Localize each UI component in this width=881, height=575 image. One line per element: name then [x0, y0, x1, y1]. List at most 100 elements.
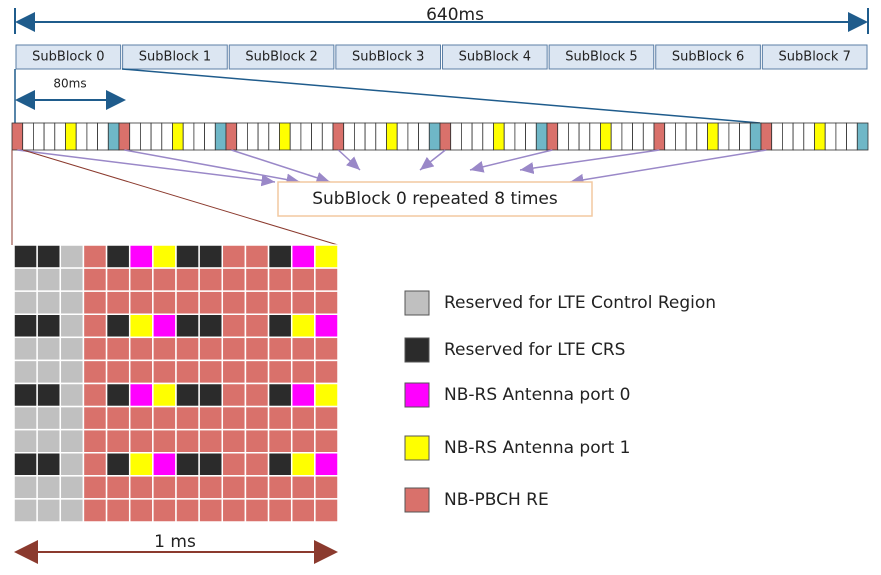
- resource-element: [198, 475, 224, 500]
- resource-element: [59, 336, 85, 362]
- subframe: [814, 122, 826, 151]
- subframe: [824, 122, 837, 151]
- resource-element: [175, 267, 200, 292]
- resource-element: [82, 267, 108, 292]
- subblock-box: [548, 44, 655, 70]
- subframe: [386, 122, 398, 151]
- subframe: [856, 122, 869, 151]
- resource-element: [244, 267, 270, 292]
- subframe: [493, 122, 505, 151]
- period-label: 80ms: [53, 77, 86, 91]
- resource-element: [36, 405, 62, 431]
- resource-element: [244, 382, 270, 408]
- subframe: [675, 122, 687, 151]
- resource-element: [198, 498, 224, 523]
- resource-element: [128, 359, 154, 385]
- resource-element: [105, 498, 131, 523]
- resource-element: [221, 428, 247, 454]
- resource-element: [13, 336, 38, 362]
- resource-element: [82, 313, 108, 339]
- resource-element: [128, 267, 154, 292]
- total-label: 640ms: [426, 5, 484, 25]
- resource-element: [267, 498, 293, 523]
- resource-element: [314, 405, 339, 431]
- subframe: [65, 122, 77, 151]
- resource-element: [267, 359, 293, 385]
- subframe: [289, 122, 302, 151]
- resource-element: [198, 359, 224, 385]
- resource-element: [221, 382, 247, 408]
- subframe: [460, 122, 473, 151]
- subframe: [568, 122, 580, 151]
- resource-element: [36, 336, 62, 362]
- resource-element: [314, 382, 339, 408]
- subframe: [749, 122, 762, 151]
- callout-arrow: [124, 149, 301, 186]
- subframe: [685, 122, 698, 151]
- subframe: [225, 122, 238, 151]
- resource-element: [175, 244, 200, 269]
- resource-element: [105, 405, 131, 431]
- legend: Reserved for LTE Control Region Reserved …: [404, 290, 716, 513]
- subframe: [792, 122, 805, 151]
- legend-label: Reserved for LTE Control Region: [444, 293, 716, 313]
- subframe: [589, 122, 601, 151]
- subframe: [268, 122, 280, 151]
- resource-element: [152, 498, 177, 523]
- resource-element: [36, 382, 62, 408]
- resource-grid: [13, 244, 339, 523]
- callout-arrows: [17, 149, 767, 187]
- resource-element: [290, 452, 316, 477]
- resource-element: [59, 290, 85, 315]
- resource-element: [314, 428, 339, 454]
- resource-element: [290, 382, 316, 408]
- subframe: [707, 122, 719, 151]
- resource-element: [244, 428, 270, 454]
- resource-element: [175, 452, 200, 477]
- resource-element: [82, 244, 108, 269]
- resource-element: [36, 498, 62, 523]
- callout-arrow: [337, 149, 361, 171]
- subframe: [43, 122, 56, 151]
- callout-arrow: [231, 149, 331, 184]
- resource-element: [105, 475, 131, 500]
- callout-arrow: [419, 149, 446, 171]
- resource-element: [198, 313, 224, 339]
- resource-element: [290, 359, 316, 385]
- subframe: [546, 122, 559, 151]
- resource-element: [36, 267, 62, 292]
- resource-element: [36, 244, 62, 269]
- resource-element: [290, 498, 316, 523]
- resource-element: [175, 290, 200, 315]
- resource-element: [221, 475, 247, 500]
- resource-element: [267, 290, 293, 315]
- resource-element: [221, 405, 247, 431]
- subframe: [246, 122, 259, 151]
- subframe: [600, 122, 612, 151]
- resource-element: [128, 475, 154, 500]
- resource-element: [36, 359, 62, 385]
- subframe: [214, 122, 227, 151]
- resource-element: [314, 313, 339, 339]
- resource-element: [314, 267, 339, 292]
- resource-element: [290, 244, 316, 269]
- subframe: [311, 122, 323, 151]
- resource-element: [152, 313, 177, 339]
- resource-element: [82, 359, 108, 385]
- resource-element: [13, 498, 38, 523]
- resource-element: [198, 452, 224, 477]
- subframe: [525, 122, 537, 151]
- resource-element: [128, 498, 154, 523]
- subframe: [664, 122, 676, 151]
- resource-element: [13, 313, 38, 339]
- resource-element: [105, 382, 131, 408]
- resource-element: [175, 405, 200, 431]
- resource-element: [128, 382, 154, 408]
- resource-element: [244, 336, 270, 362]
- resource-element: [152, 244, 177, 269]
- subframe: [396, 122, 409, 151]
- subblock-label: SubBlock 2: [245, 50, 317, 65]
- subframe: [846, 122, 858, 151]
- subframe: [514, 122, 527, 151]
- callout-arrow: [569, 149, 767, 186]
